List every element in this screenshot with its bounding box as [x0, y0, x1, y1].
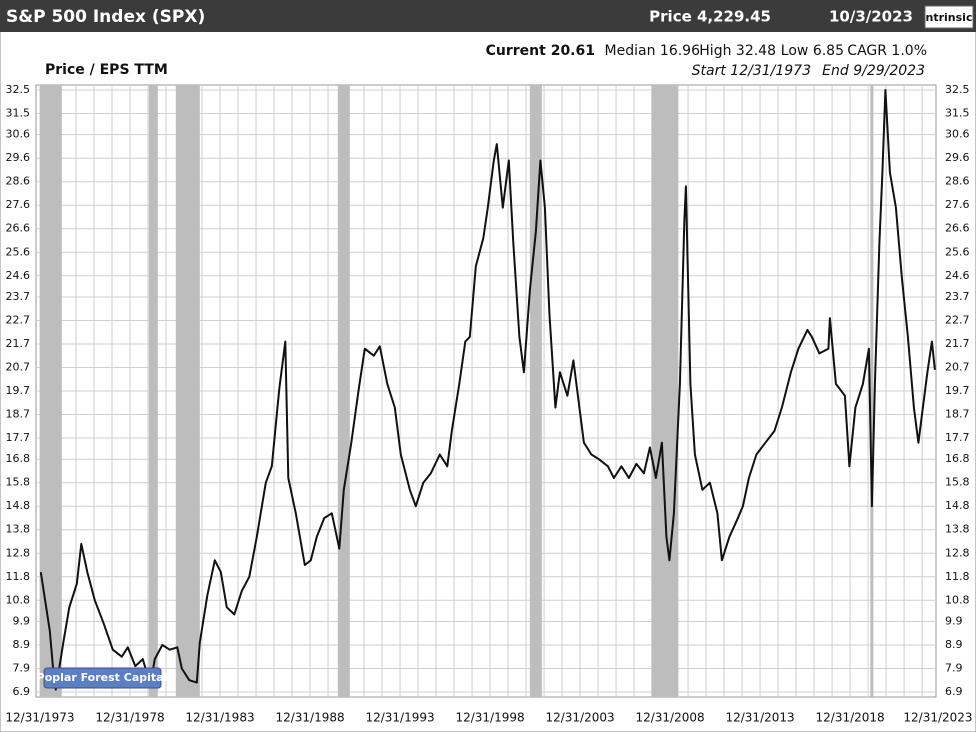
y-tick-label: 11.8 [6, 570, 31, 583]
y-tick-label: 28.6 [6, 175, 31, 188]
y-tick-label-right: 17.7 [945, 431, 970, 444]
stat-cagr: CAGR 1.0% [847, 43, 927, 59]
y-tick-label: 24.6 [6, 269, 31, 282]
recession-band [529, 85, 542, 697]
logo-box [924, 5, 974, 29]
y-tick-label-right: 13.8 [945, 523, 970, 536]
x-tick-label: 12/31/1983 [185, 711, 254, 725]
y-tick-label: 14.8 [6, 499, 31, 512]
x-tick-label: 12/31/1978 [95, 711, 164, 725]
header-price: Price 4,229.45 [649, 8, 771, 26]
y-tick-label-right: 12.8 [945, 546, 970, 559]
y-tick-label-right: 24.6 [945, 269, 970, 282]
x-tick-label: 12/31/1993 [365, 711, 434, 725]
recession-band [40, 85, 62, 697]
header-bar [0, 0, 976, 32]
y-tick-label: 25.6 [6, 245, 31, 258]
header-title: S&P 500 Index (SPX) [6, 7, 205, 27]
y-tick-label-right: 20.7 [945, 360, 970, 373]
recession-band [651, 85, 679, 697]
logo: ntrinsic [926, 11, 973, 24]
y-tick-label-right: 28.6 [945, 175, 970, 188]
x-tick-label: 12/31/2018 [816, 711, 885, 725]
recession-band [175, 85, 200, 697]
y-tick-label: 18.7 [6, 408, 31, 421]
header-date: 10/3/2023 [829, 8, 913, 26]
x-tick-label: 12/31/1973 [5, 711, 74, 725]
x-tick-label: 12/31/2003 [545, 711, 614, 725]
y-tick-label-right: 19.7 [945, 384, 970, 397]
y-tick-label: 13.8 [6, 523, 31, 536]
y-tick-label-right: 29.6 [945, 151, 970, 164]
recession-band [870, 85, 874, 697]
y-tick-label: 20.7 [6, 360, 31, 373]
y-tick-label: 22.7 [6, 313, 31, 326]
y-tick-label-right: 9.9 [945, 614, 963, 627]
y-tick-label: 12.8 [6, 546, 31, 559]
series-line [39, 89, 936, 691]
y-tick-label: 10.8 [6, 593, 31, 606]
y-tick-label-right: 23.7 [945, 290, 970, 303]
stat-median: Median 16.96 [605, 43, 701, 59]
y-tick-label: 16.8 [6, 452, 31, 465]
x-tick-label: 12/31/1998 [455, 711, 524, 725]
x-tick-label: 12/31/2008 [635, 711, 704, 725]
y-tick-label-right: 6.9 [945, 685, 963, 698]
recession-band [148, 85, 158, 697]
stat-end: End 9/29/2023 [822, 63, 925, 79]
y-axis-label: Price / EPS TTM [45, 62, 168, 78]
y-tick-label-right: 15.8 [945, 476, 970, 489]
y-tick-label: 32.5 [6, 83, 31, 96]
y-tick-label-right: 18.7 [945, 408, 970, 421]
y-tick-label-right: 11.8 [945, 570, 970, 583]
y-tick-label: 29.6 [6, 151, 31, 164]
y-tick-label: 6.9 [13, 685, 31, 698]
y-tick-label-right: 31.5 [945, 107, 970, 120]
x-tick-label: 12/31/2013 [725, 711, 794, 725]
y-tick-label-right: 26.6 [945, 222, 970, 235]
y-tick-label: 15.8 [6, 476, 31, 489]
y-tick-label-right: 14.8 [945, 499, 970, 512]
y-tick-label: 27.6 [6, 198, 31, 211]
y-tick-label-right: 30.6 [945, 128, 970, 141]
y-tick-label: 30.6 [6, 128, 31, 141]
stat-low: Low 6.85 [781, 43, 844, 59]
y-tick-label: 9.9 [13, 614, 31, 627]
y-tick-label-right: 16.8 [945, 452, 970, 465]
y-tick-label-right: 27.6 [945, 198, 970, 211]
watermark-box [43, 667, 162, 689]
y-tick-label: 17.7 [6, 431, 31, 444]
x-tick-label: 12/31/1988 [275, 711, 344, 725]
watermark: Poplar Forest Capital [37, 671, 168, 684]
y-tick-label: 21.7 [6, 337, 31, 350]
y-tick-label-right: 7.9 [945, 661, 963, 674]
y-tick-label: 26.6 [6, 222, 31, 235]
y-tick-label-right: 32.5 [945, 83, 970, 96]
y-tick-label-right: 8.9 [945, 638, 963, 651]
y-tick-label-right: 21.7 [945, 337, 970, 350]
recession-band [337, 85, 350, 697]
stat-high: High 32.48 [699, 43, 776, 59]
y-tick-label: 23.7 [6, 290, 31, 303]
y-tick-label: 7.9 [13, 661, 31, 674]
y-tick-label: 31.5 [6, 107, 31, 120]
stat-start: Start 12/31/1973 [692, 63, 811, 79]
y-tick-label: 8.9 [13, 638, 31, 651]
x-tick-label: 12/31/2023 [903, 711, 972, 725]
y-tick-label-right: 22.7 [945, 313, 970, 326]
stat-current: Current 20.61 [486, 43, 595, 59]
y-tick-label-right: 25.6 [945, 245, 970, 258]
y-tick-label: 19.7 [6, 384, 31, 397]
y-tick-label-right: 10.8 [945, 593, 970, 606]
